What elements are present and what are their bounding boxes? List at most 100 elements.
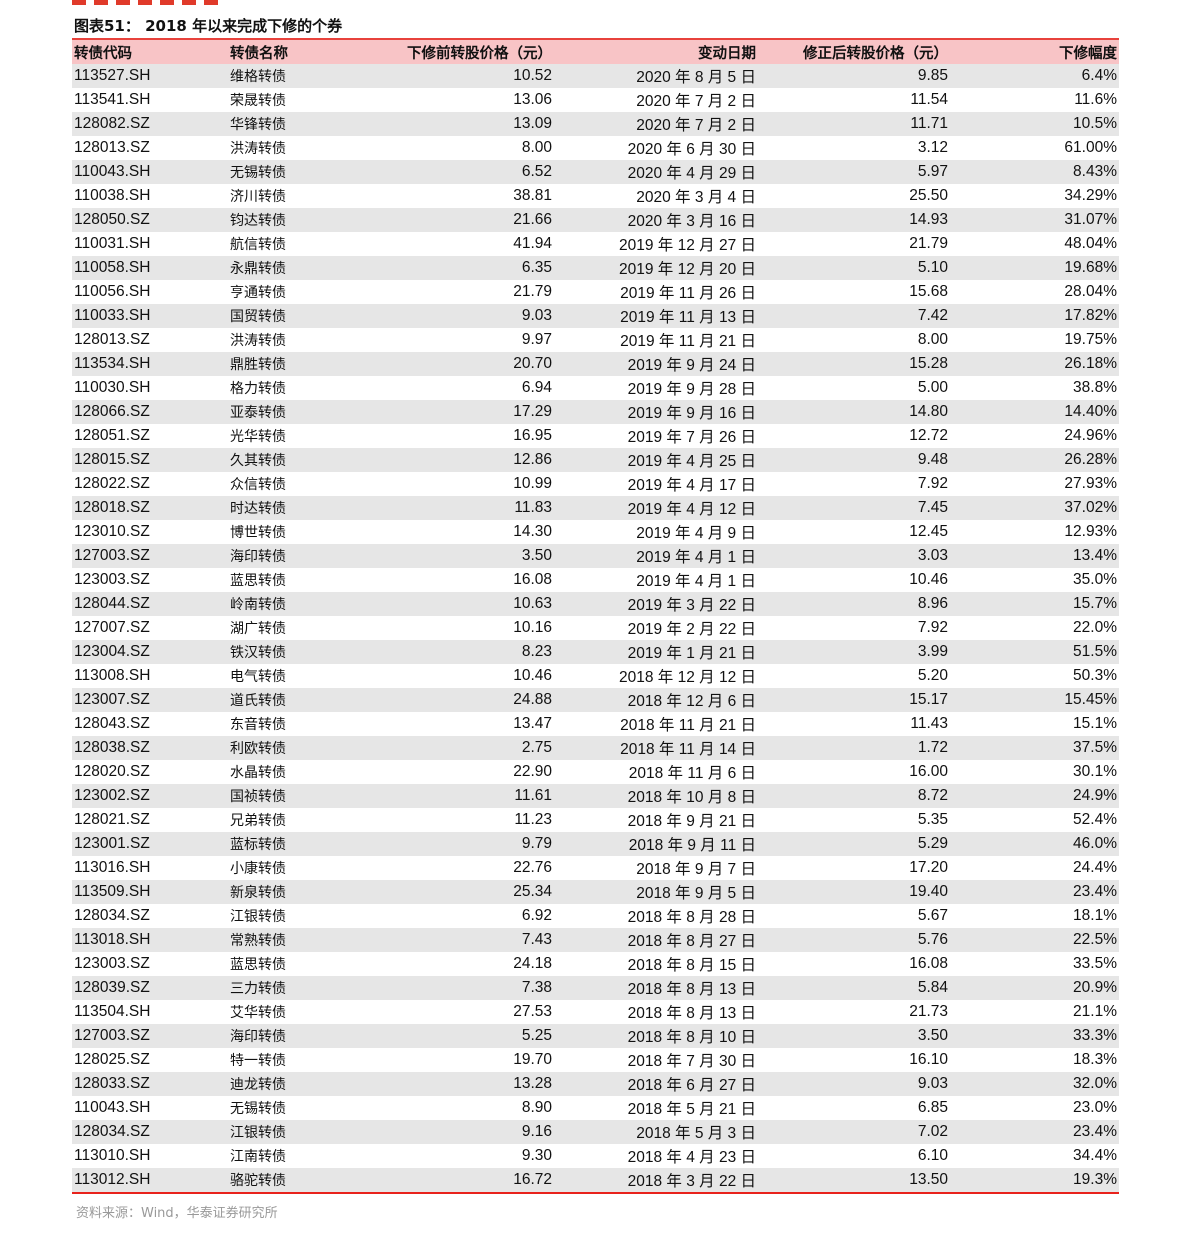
cell-bond-name: 特一转债 — [230, 1053, 286, 1069]
cell-price-after: 6.10 — [917, 1147, 948, 1164]
cell-change-date: 2019 年 12 月 20 日 — [619, 261, 756, 278]
cell-revision-pct: 34.4% — [1073, 1147, 1117, 1164]
cell-price-before: 6.35 — [521, 259, 552, 276]
cell-bond-code: 128013.SZ — [74, 139, 150, 156]
table-row: 128020.SZ 水晶转债 22.90 2018 年 11 月 6 日 16.00 30… — [72, 760, 1119, 784]
cell-price-before: 13.09 — [513, 115, 552, 132]
cell-price-after: 8.96 — [917, 595, 948, 612]
cell-bond-name: 国祯转债 — [230, 789, 286, 805]
cell-bond-code: 123003.SZ — [74, 955, 150, 972]
cell-bond-name: 迪龙转债 — [230, 1077, 286, 1093]
cell-price-before: 8.23 — [521, 643, 552, 660]
cell-price-after: 5.67 — [917, 907, 948, 924]
cell-change-date: 2018 年 9 月 5 日 — [636, 885, 756, 902]
cell-bond-name: 常熟转债 — [230, 933, 286, 949]
cell-bond-name: 艾华转债 — [230, 1005, 286, 1021]
table-row: 113534.SH 鼎胜转债 20.70 2019 年 9 月 24 日 15.28 26… — [72, 352, 1119, 376]
cell-bond-name: 国贸转债 — [230, 309, 286, 325]
table-row: 128021.SZ 兄弟转债 11.23 2018 年 9 月 21 日 5.35 52.… — [72, 808, 1119, 832]
cell-bond-name: 华锋转债 — [230, 117, 286, 133]
cell-change-date: 2019 年 9 月 28 日 — [627, 381, 756, 398]
cell-change-date: 2018 年 6 月 27 日 — [627, 1077, 756, 1094]
table-row: 123003.SZ 蓝思转债 24.18 2018 年 8 月 15 日 16.08 33… — [72, 952, 1119, 976]
table-row: 123004.SZ 铁汉转债 8.23 2019 年 1 月 21 日 3.99 51.5… — [72, 640, 1119, 664]
cell-price-after: 11.54 — [910, 91, 948, 108]
cell-price-before: 5.25 — [521, 1027, 552, 1044]
cell-bond-name: 三力转债 — [230, 981, 286, 997]
cell-bond-code: 113008.SH — [74, 667, 151, 684]
cell-bond-code: 128039.SZ — [74, 979, 150, 996]
cell-price-after: 14.93 — [909, 211, 948, 228]
cell-change-date: 2018 年 4 月 23 日 — [627, 1149, 756, 1166]
cell-bond-code: 128033.SZ — [74, 1075, 150, 1092]
cell-price-before: 9.79 — [521, 835, 552, 852]
table-row: 128082.SZ 华锋转债 13.09 2020 年 7 月 2 日 11.71 10.… — [72, 112, 1119, 136]
header-price-after: 修正后转股价格（元） — [803, 45, 948, 62]
cell-price-before: 2.75 — [521, 739, 552, 756]
cell-bond-name: 无锡转债 — [230, 165, 286, 181]
cell-price-after: 14.80 — [909, 403, 948, 420]
cell-bond-name: 亚泰转债 — [230, 405, 286, 421]
cell-revision-pct: 48.04% — [1064, 235, 1117, 252]
cell-revision-pct: 46.0% — [1073, 835, 1117, 852]
cell-change-date: 2018 年 9 月 11 日 — [628, 837, 756, 854]
table-row: 128025.SZ 特一转债 19.70 2018 年 7 月 30 日 16.10 18… — [72, 1048, 1119, 1072]
cell-bond-name: 骆驼转债 — [230, 1173, 286, 1189]
cell-revision-pct: 37.02% — [1064, 499, 1117, 516]
cell-change-date: 2018 年 8 月 28 日 — [627, 909, 756, 926]
table-row: 128034.SZ 江银转债 9.16 2018 年 5 月 3 日 7.02 23.4% — [72, 1120, 1119, 1144]
cell-bond-code: 128022.SZ — [74, 475, 150, 492]
cell-price-before: 7.43 — [521, 931, 552, 948]
table-row: 128015.SZ 久其转债 12.86 2019 年 4 月 25 日 9.48 26.… — [72, 448, 1119, 472]
cell-bond-code: 110056.SH — [74, 283, 151, 300]
table-row: 113018.SH 常熟转债 7.43 2018 年 8 月 27 日 5.76 22.5… — [72, 928, 1119, 952]
table-row: 113016.SH 小康转债 22.76 2018 年 9 月 7 日 17.20 24.… — [72, 856, 1119, 880]
cell-price-after: 5.29 — [917, 835, 948, 852]
cell-bond-code: 128066.SZ — [74, 403, 150, 420]
cell-bond-code: 127003.SZ — [74, 547, 150, 564]
cell-revision-pct: 19.3% — [1073, 1171, 1117, 1188]
downward-revision-table: 转债代码 转债名称 下修前转股价格（元） 变动日期 修正后转股价格（元） 下修幅… — [72, 38, 1119, 1194]
cell-change-date: 2019 年 4 月 12 日 — [627, 501, 756, 518]
cell-price-before: 8.00 — [521, 139, 552, 156]
cell-bond-code: 113534.SH — [74, 355, 151, 372]
cell-price-after: 13.50 — [909, 1171, 948, 1188]
table-header-row: 转债代码 转债名称 下修前转股价格（元） 变动日期 修正后转股价格（元） 下修幅… — [72, 39, 1119, 64]
cell-price-after: 15.28 — [909, 355, 948, 372]
cell-bond-name: 新泉转债 — [230, 885, 286, 901]
table-row: 128033.SZ 迪龙转债 13.28 2018 年 6 月 27 日 9.03 32.… — [72, 1072, 1119, 1096]
cell-change-date: 2019 年 4 月 9 日 — [636, 525, 756, 542]
table-row: 110031.SH 航信转债 41.94 2019 年 12 月 27 日 21.79 4… — [72, 232, 1119, 256]
cell-revision-pct: 10.5% — [1073, 115, 1117, 132]
cell-revision-pct: 24.96% — [1064, 427, 1117, 444]
cell-bond-name: 航信转债 — [230, 237, 286, 253]
cell-revision-pct: 15.1% — [1073, 715, 1117, 732]
cell-revision-pct: 21.1% — [1073, 1003, 1117, 1020]
cell-price-before: 21.66 — [513, 211, 552, 228]
cell-revision-pct: 19.68% — [1064, 259, 1117, 276]
cell-bond-name: 钧达转债 — [230, 213, 286, 229]
cell-change-date: 2018 年 10 月 8 日 — [627, 789, 756, 806]
cell-revision-pct: 23.0% — [1073, 1099, 1117, 1116]
cell-bond-name: 江银转债 — [230, 909, 286, 925]
table-row: 110058.SH 永鼎转债 6.35 2019 年 12 月 20 日 5.10 19.… — [72, 256, 1119, 280]
cell-price-before: 25.34 — [513, 883, 552, 900]
cell-revision-pct: 28.04% — [1064, 283, 1117, 300]
cell-price-after: 10.46 — [909, 571, 948, 588]
cell-bond-name: 岭南转债 — [230, 597, 286, 613]
cell-price-after: 16.10 — [909, 1051, 948, 1068]
table-row: 113008.SH 电气转债 10.46 2018 年 12 月 12 日 5.20 50… — [72, 664, 1119, 688]
cell-price-before: 12.86 — [513, 451, 552, 468]
cell-revision-pct: 61.00% — [1064, 139, 1117, 156]
cell-change-date: 2018 年 7 月 30 日 — [627, 1053, 756, 1070]
cell-price-before: 21.79 — [513, 283, 552, 300]
figure-caption: 图表51： 2018 年以来完成下修的个券 — [74, 17, 343, 35]
table-row: 113509.SH 新泉转债 25.34 2018 年 9 月 5 日 19.40 23.… — [72, 880, 1119, 904]
cell-price-before: 16.95 — [513, 427, 552, 444]
cell-bond-code: 123004.SZ — [74, 643, 150, 660]
cell-price-before: 10.63 — [513, 595, 552, 612]
cell-price-after: 7.45 — [917, 499, 948, 516]
cell-price-before: 6.94 — [521, 379, 552, 396]
cell-price-after: 15.17 — [909, 691, 948, 708]
cell-revision-pct: 20.9% — [1073, 979, 1117, 996]
